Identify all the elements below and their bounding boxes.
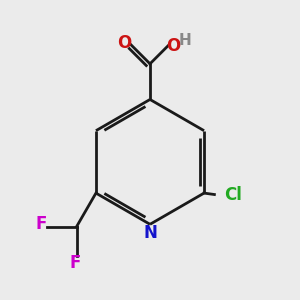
Text: O: O <box>117 34 132 52</box>
Text: O: O <box>167 38 181 56</box>
Text: F: F <box>36 215 47 233</box>
Text: Cl: Cl <box>224 187 242 205</box>
Text: F: F <box>70 254 81 272</box>
Text: N: N <box>143 224 157 242</box>
Text: H: H <box>178 33 191 48</box>
